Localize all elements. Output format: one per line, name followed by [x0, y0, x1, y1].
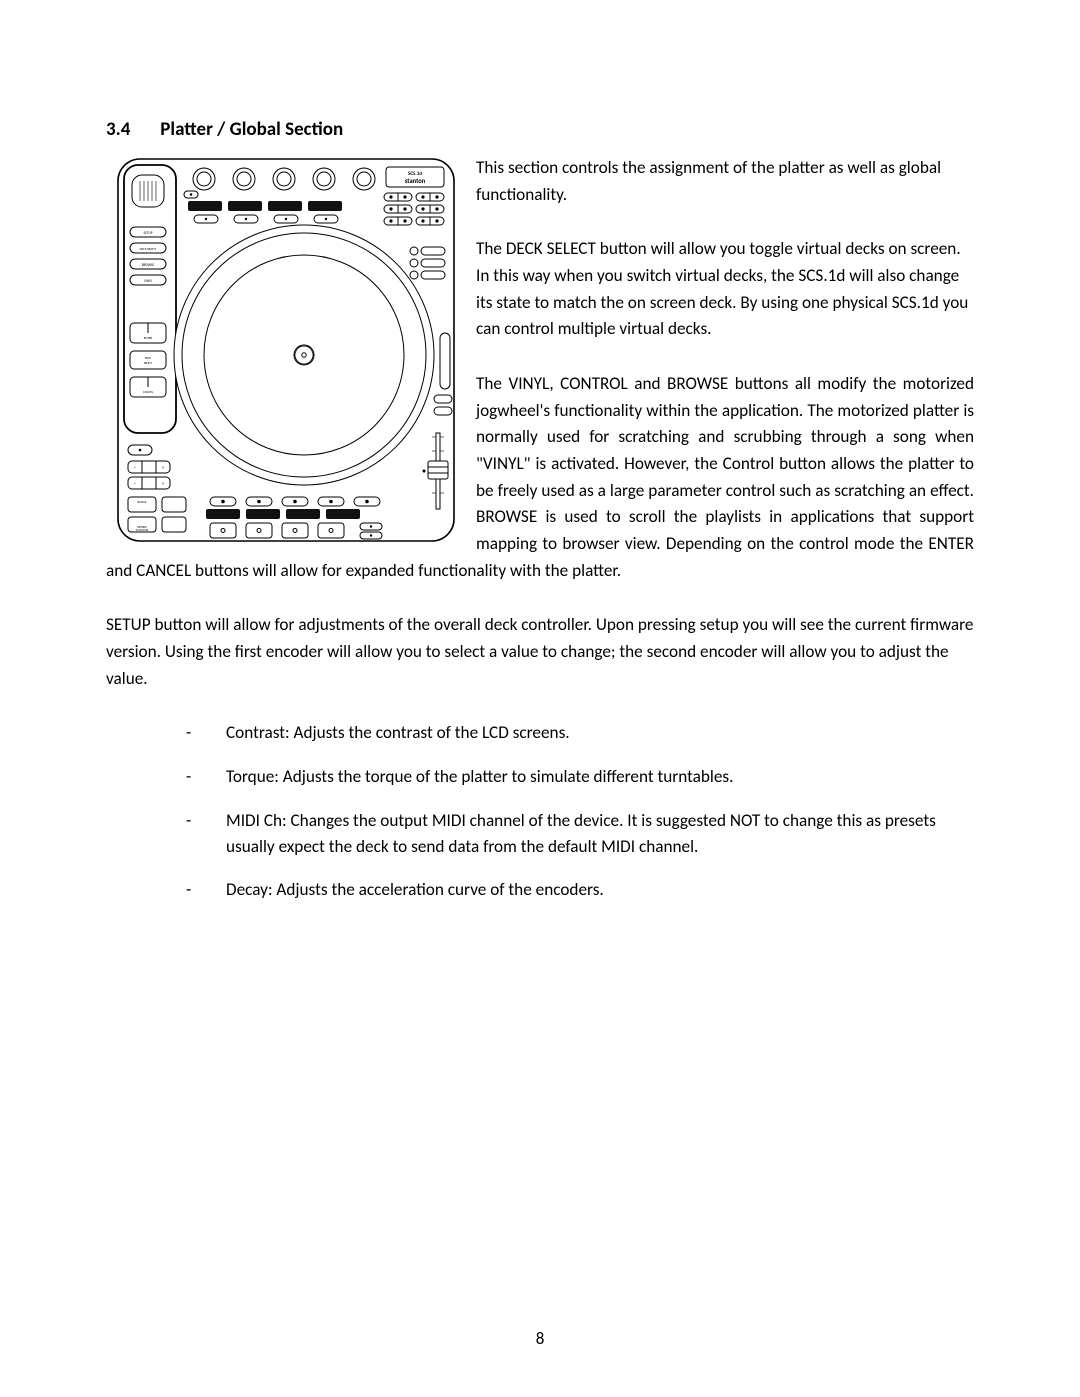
svg-text:VINYL: VINYL: [144, 279, 153, 283]
svg-text:PLAY/PAUSE: PLAY/PAUSE: [136, 529, 149, 532]
svg-text:DECK SELECT: DECK SELECT: [140, 247, 157, 251]
svg-text:RANGE: RANGE: [138, 500, 147, 504]
list-item: Torque: Adjusts the torque of the platte…: [186, 764, 974, 790]
list-item: MIDI Ch: Changes the output MIDI channel…: [186, 808, 974, 860]
svg-text:SETUP: SETUP: [143, 231, 152, 235]
list-item: Contrast: Adjusts the contrast of the LC…: [186, 720, 974, 746]
setup-list: Contrast: Adjusts the contrast of the LC…: [106, 720, 974, 903]
svg-text:CANCEL: CANCEL: [143, 390, 154, 394]
page-number: 8: [0, 1328, 1080, 1349]
paragraph-setup: SETUP button will allow for adjustments …: [106, 612, 974, 692]
intro-block: SETUP DECK SELECT BROWSE VINYL ENTER DEC…: [106, 155, 974, 612]
section-number: 3.4: [106, 118, 156, 141]
document-page: 3.4 Platter / Global Section: [0, 0, 1080, 1397]
svg-text:BROWSE: BROWSE: [142, 263, 155, 267]
section-title: Platter / Global Section: [160, 118, 343, 141]
svg-text:DECK: DECK: [145, 356, 152, 360]
section-heading: 3.4 Platter / Global Section: [106, 118, 974, 141]
device-figure: SETUP DECK SELECT BROWSE VINYL ENTER DEC…: [114, 155, 458, 545]
list-item: Decay: Adjusts the acceleration curve of…: [186, 877, 974, 903]
svg-text:stanton: stanton: [405, 177, 426, 185]
scs1d-diagram-svg: SETUP DECK SELECT BROWSE VINYL ENTER DEC…: [114, 155, 458, 545]
svg-text:SELECT: SELECT: [144, 361, 153, 365]
svg-text:ENTER: ENTER: [144, 336, 153, 340]
